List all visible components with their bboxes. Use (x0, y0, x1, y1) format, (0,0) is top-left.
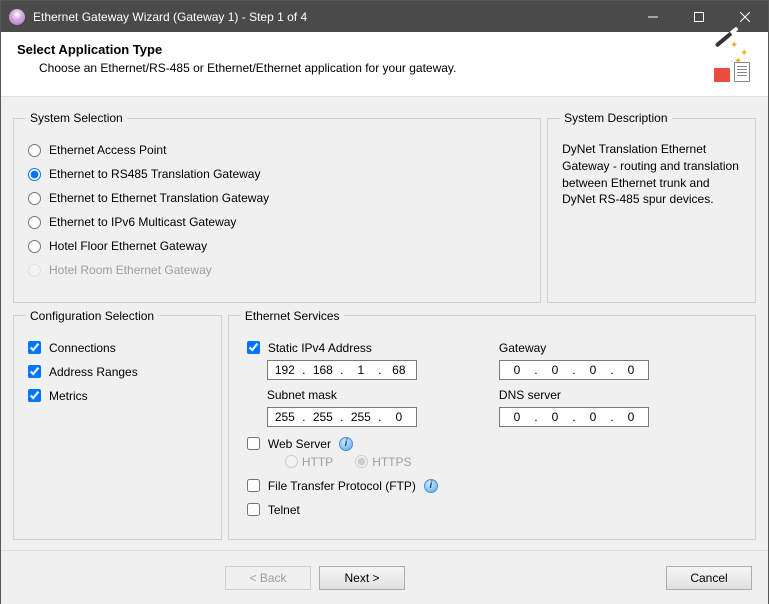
window-controls (630, 1, 768, 32)
wizard-footer: < Back Next > Cancel (1, 550, 768, 604)
system-selection-option[interactable]: Ethernet to RS485 Translation Gateway (28, 167, 526, 181)
dns-input[interactable]: 0. 0. 0. 0 (499, 407, 649, 427)
system-selection-option[interactable]: Hotel Floor Ethernet Gateway (28, 239, 526, 253)
system-selection-option[interactable]: Ethernet to IPv6 Multicast Gateway (28, 215, 526, 229)
window-title: Ethernet Gateway Wizard (Gateway 1) - St… (33, 10, 630, 24)
system-selection-radio[interactable] (28, 144, 41, 157)
config-selection-option[interactable]: Metrics (28, 389, 207, 403)
system-selection-option-label: Ethernet to IPv6 Multicast Gateway (49, 215, 236, 229)
config-selection-option[interactable]: Connections (28, 341, 207, 355)
system-description-legend: System Description (560, 111, 671, 125)
app-icon (9, 9, 25, 25)
next-button[interactable]: Next > (319, 566, 405, 590)
gateway-input[interactable]: 0. 0. 0. 0 (499, 360, 649, 380)
config-selection-checkbox[interactable] (28, 389, 41, 402)
config-selection-option-label: Metrics (49, 389, 88, 403)
page-subtitle: Choose an Ethernet/RS-485 or Ethernet/Et… (39, 61, 712, 75)
static-ipv4-input[interactable]: 192. 168. 1. 68 (267, 360, 417, 380)
config-selection-option-label: Address Ranges (49, 365, 138, 379)
system-selection-option-label: Ethernet Access Point (49, 143, 166, 157)
system-selection-option-label: Ethernet to Ethernet Translation Gateway (49, 191, 269, 205)
config-selection-checkbox[interactable] (28, 365, 41, 378)
system-selection-option[interactable]: Ethernet Access Point (28, 143, 526, 157)
subnet-label: Subnet mask (267, 388, 337, 402)
titlebar: Ethernet Gateway Wizard (Gateway 1) - St… (1, 1, 768, 32)
wizard-icon: ✦✦✦ (712, 42, 752, 82)
dns-label: DNS server (499, 388, 561, 402)
back-button[interactable]: < Back (225, 566, 311, 590)
cancel-button[interactable]: Cancel (666, 566, 752, 590)
system-selection-option-label: Ethernet to RS485 Translation Gateway (49, 167, 260, 181)
telnet-label: Telnet (268, 503, 300, 517)
configuration-selection-group: Configuration Selection Connections Addre… (13, 309, 222, 541)
ftp-checkbox[interactable] (247, 479, 260, 492)
config-selection-option-label: Connections (49, 341, 116, 355)
static-ipv4-label: Static IPv4 Address (268, 341, 372, 355)
ftp-label: File Transfer Protocol (FTP) (268, 479, 416, 493)
client-area: Select Application Type Choose an Ethern… (1, 32, 768, 604)
web-server-protocol-group: HTTP HTTPS (285, 455, 737, 469)
info-icon[interactable]: i (339, 437, 353, 451)
web-server-checkbox[interactable] (247, 437, 260, 450)
static-ipv4-checkbox[interactable] (247, 341, 260, 354)
configuration-selection-legend: Configuration Selection (26, 309, 158, 323)
system-selection-option[interactable]: Ethernet to Ethernet Translation Gateway (28, 191, 526, 205)
system-selection-radio[interactable] (28, 192, 41, 205)
main-panel: System Selection Ethernet Access Point Et… (1, 97, 768, 550)
system-selection-option-label: Hotel Floor Ethernet Gateway (49, 239, 207, 253)
ethernet-services-legend: Ethernet Services (241, 309, 344, 323)
maximize-button[interactable] (676, 1, 722, 32)
https-radio[interactable]: HTTPS (355, 455, 411, 469)
close-button[interactable] (722, 1, 768, 32)
http-radio[interactable]: HTTP (285, 455, 333, 469)
gateway-label: Gateway (499, 341, 546, 355)
system-selection-radio[interactable] (28, 168, 41, 181)
system-selection-option-label: Hotel Room Ethernet Gateway (49, 263, 212, 277)
system-description-group: System Description DyNet Translation Eth… (547, 111, 756, 303)
telnet-checkbox[interactable] (247, 503, 260, 516)
config-selection-checkbox[interactable] (28, 341, 41, 354)
system-description-text: DyNet Translation Ethernet Gateway - rou… (560, 139, 743, 210)
system-selection-group: System Selection Ethernet Access Point Et… (13, 111, 541, 303)
system-selection-option: Hotel Room Ethernet Gateway (28, 263, 526, 277)
subnet-input[interactable]: 255. 255. 255. 0 (267, 407, 417, 427)
minimize-button[interactable] (630, 1, 676, 32)
system-selection-radio[interactable] (28, 240, 41, 253)
ethernet-services-group: Ethernet Services Static IPv4 Address 19… (228, 309, 756, 541)
system-selection-legend: System Selection (26, 111, 127, 125)
info-icon[interactable]: i (424, 479, 438, 493)
system-selection-radio (28, 264, 41, 277)
web-server-label: Web Server (268, 437, 331, 451)
config-selection-option[interactable]: Address Ranges (28, 365, 207, 379)
page-title: Select Application Type (17, 42, 712, 57)
wizard-header: Select Application Type Choose an Ethern… (1, 32, 768, 97)
system-selection-radio[interactable] (28, 216, 41, 229)
